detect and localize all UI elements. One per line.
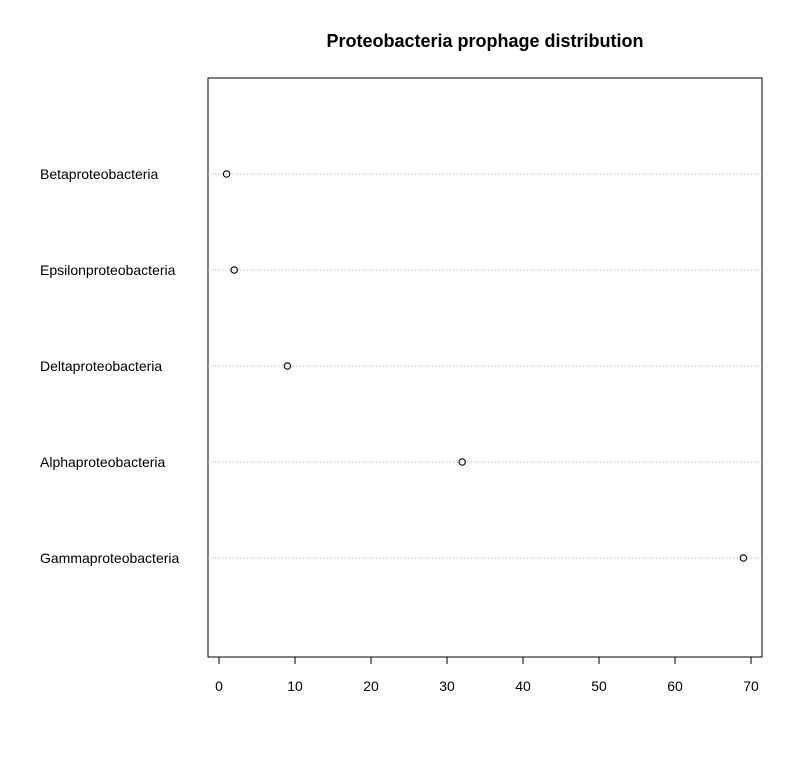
x-tick-label: 0 [215,678,223,694]
category-labels: Betaproteobacteria Epsilonproteobacteria D… [40,166,180,566]
chart-title: Proteobacteria prophage distribution [326,31,643,51]
data-point [458,458,466,466]
category-label: Gammaproteobacteria [40,550,180,566]
data-points [222,170,748,562]
x-tick-label: 40 [515,678,531,694]
x-tick-label: 30 [439,678,455,694]
category-label: Betaproteobacteria [40,166,159,182]
data-point [230,266,238,274]
x-tick-label: 70 [743,678,759,694]
category-label: Alphaproteobacteria [40,454,166,470]
x-tick-label: 20 [363,678,379,694]
grid-lines [208,173,762,559]
data-point [739,554,748,562]
category-label: Deltaproteobacteria [40,358,162,374]
x-tick-label: 50 [591,678,607,694]
data-point [222,170,231,178]
category-label: Epsilonproteobacteria [40,262,176,278]
x-tick-label: 60 [667,678,683,694]
data-point [283,362,292,370]
plot-area-border [207,77,763,658]
x-axis: 0 10 20 30 40 50 60 70 [215,656,759,694]
x-tick-label: 10 [287,678,303,694]
